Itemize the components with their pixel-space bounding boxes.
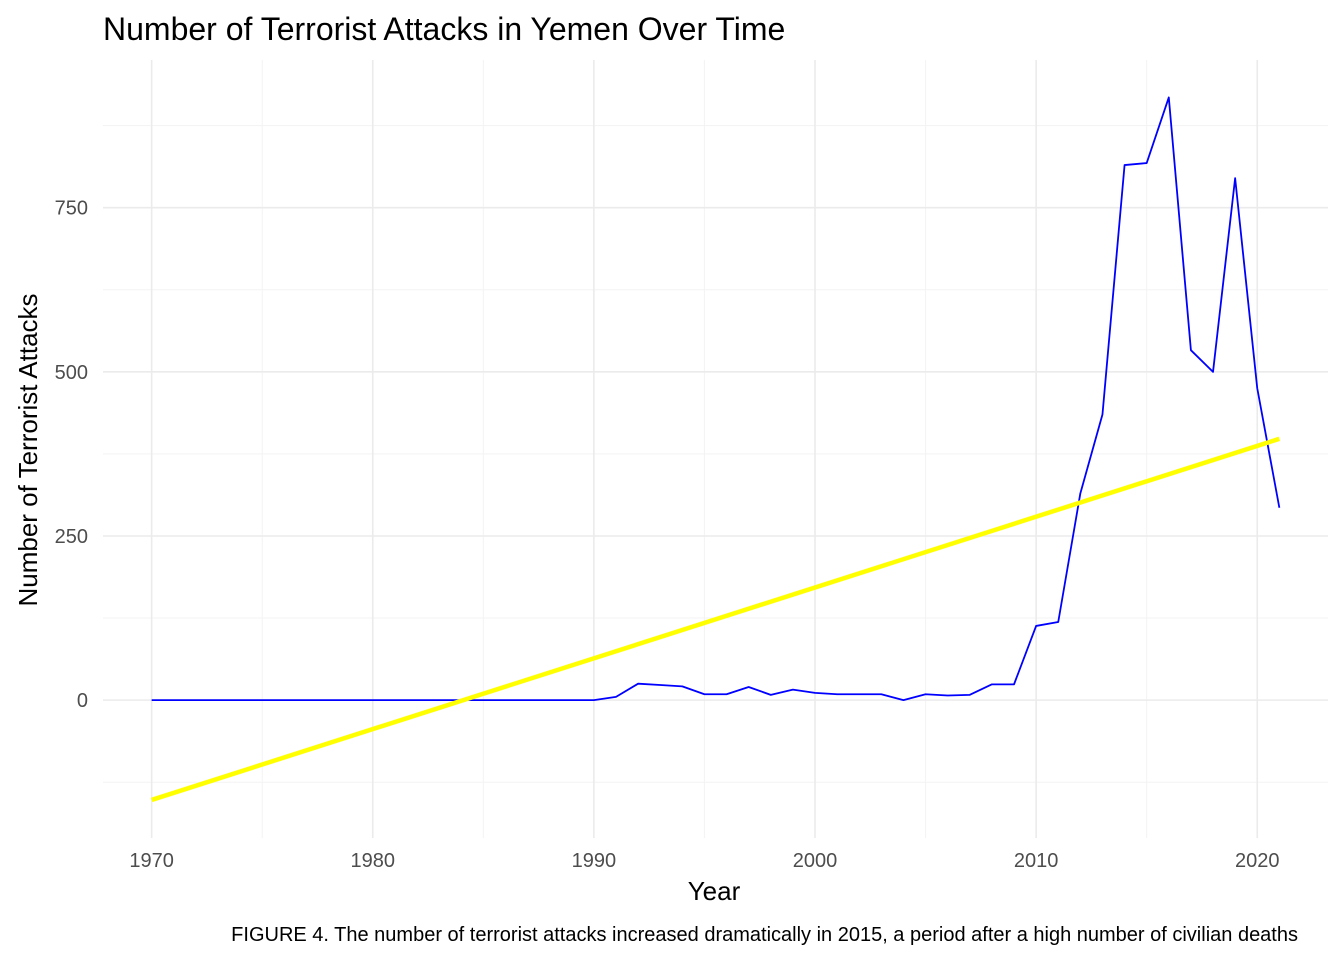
y-tick-label: 0 bbox=[77, 690, 88, 712]
series-layer bbox=[150, 96, 1281, 803]
y-axis-title: Number of Terrorist Attacks bbox=[13, 293, 43, 606]
chart-title: Number of Terrorist Attacks in Yemen Ove… bbox=[103, 11, 785, 47]
x-tick-label: 2020 bbox=[1235, 850, 1280, 872]
x-tick-label: 1970 bbox=[129, 850, 174, 872]
x-axis-ticks: 1970 1980 1990 2000 2010 2020 bbox=[129, 850, 1279, 872]
x-tick-label: 2010 bbox=[1014, 850, 1059, 872]
trend-line bbox=[150, 436, 1281, 803]
y-tick-label: 250 bbox=[55, 526, 88, 548]
x-tick-label: 1990 bbox=[572, 850, 617, 872]
attacks-line bbox=[151, 96, 1281, 702]
y-tick-label: 750 bbox=[55, 198, 88, 220]
x-tick-label: 1980 bbox=[351, 850, 396, 872]
y-axis-ticks: 0 250 500 750 bbox=[55, 198, 88, 712]
x-axis-title: Year bbox=[688, 876, 741, 906]
grid bbox=[103, 60, 1328, 838]
figure-caption: FIGURE 4. The number of terrorist attack… bbox=[231, 924, 1298, 946]
x-tick-label: 2000 bbox=[793, 850, 838, 872]
y-tick-label: 500 bbox=[55, 362, 88, 384]
